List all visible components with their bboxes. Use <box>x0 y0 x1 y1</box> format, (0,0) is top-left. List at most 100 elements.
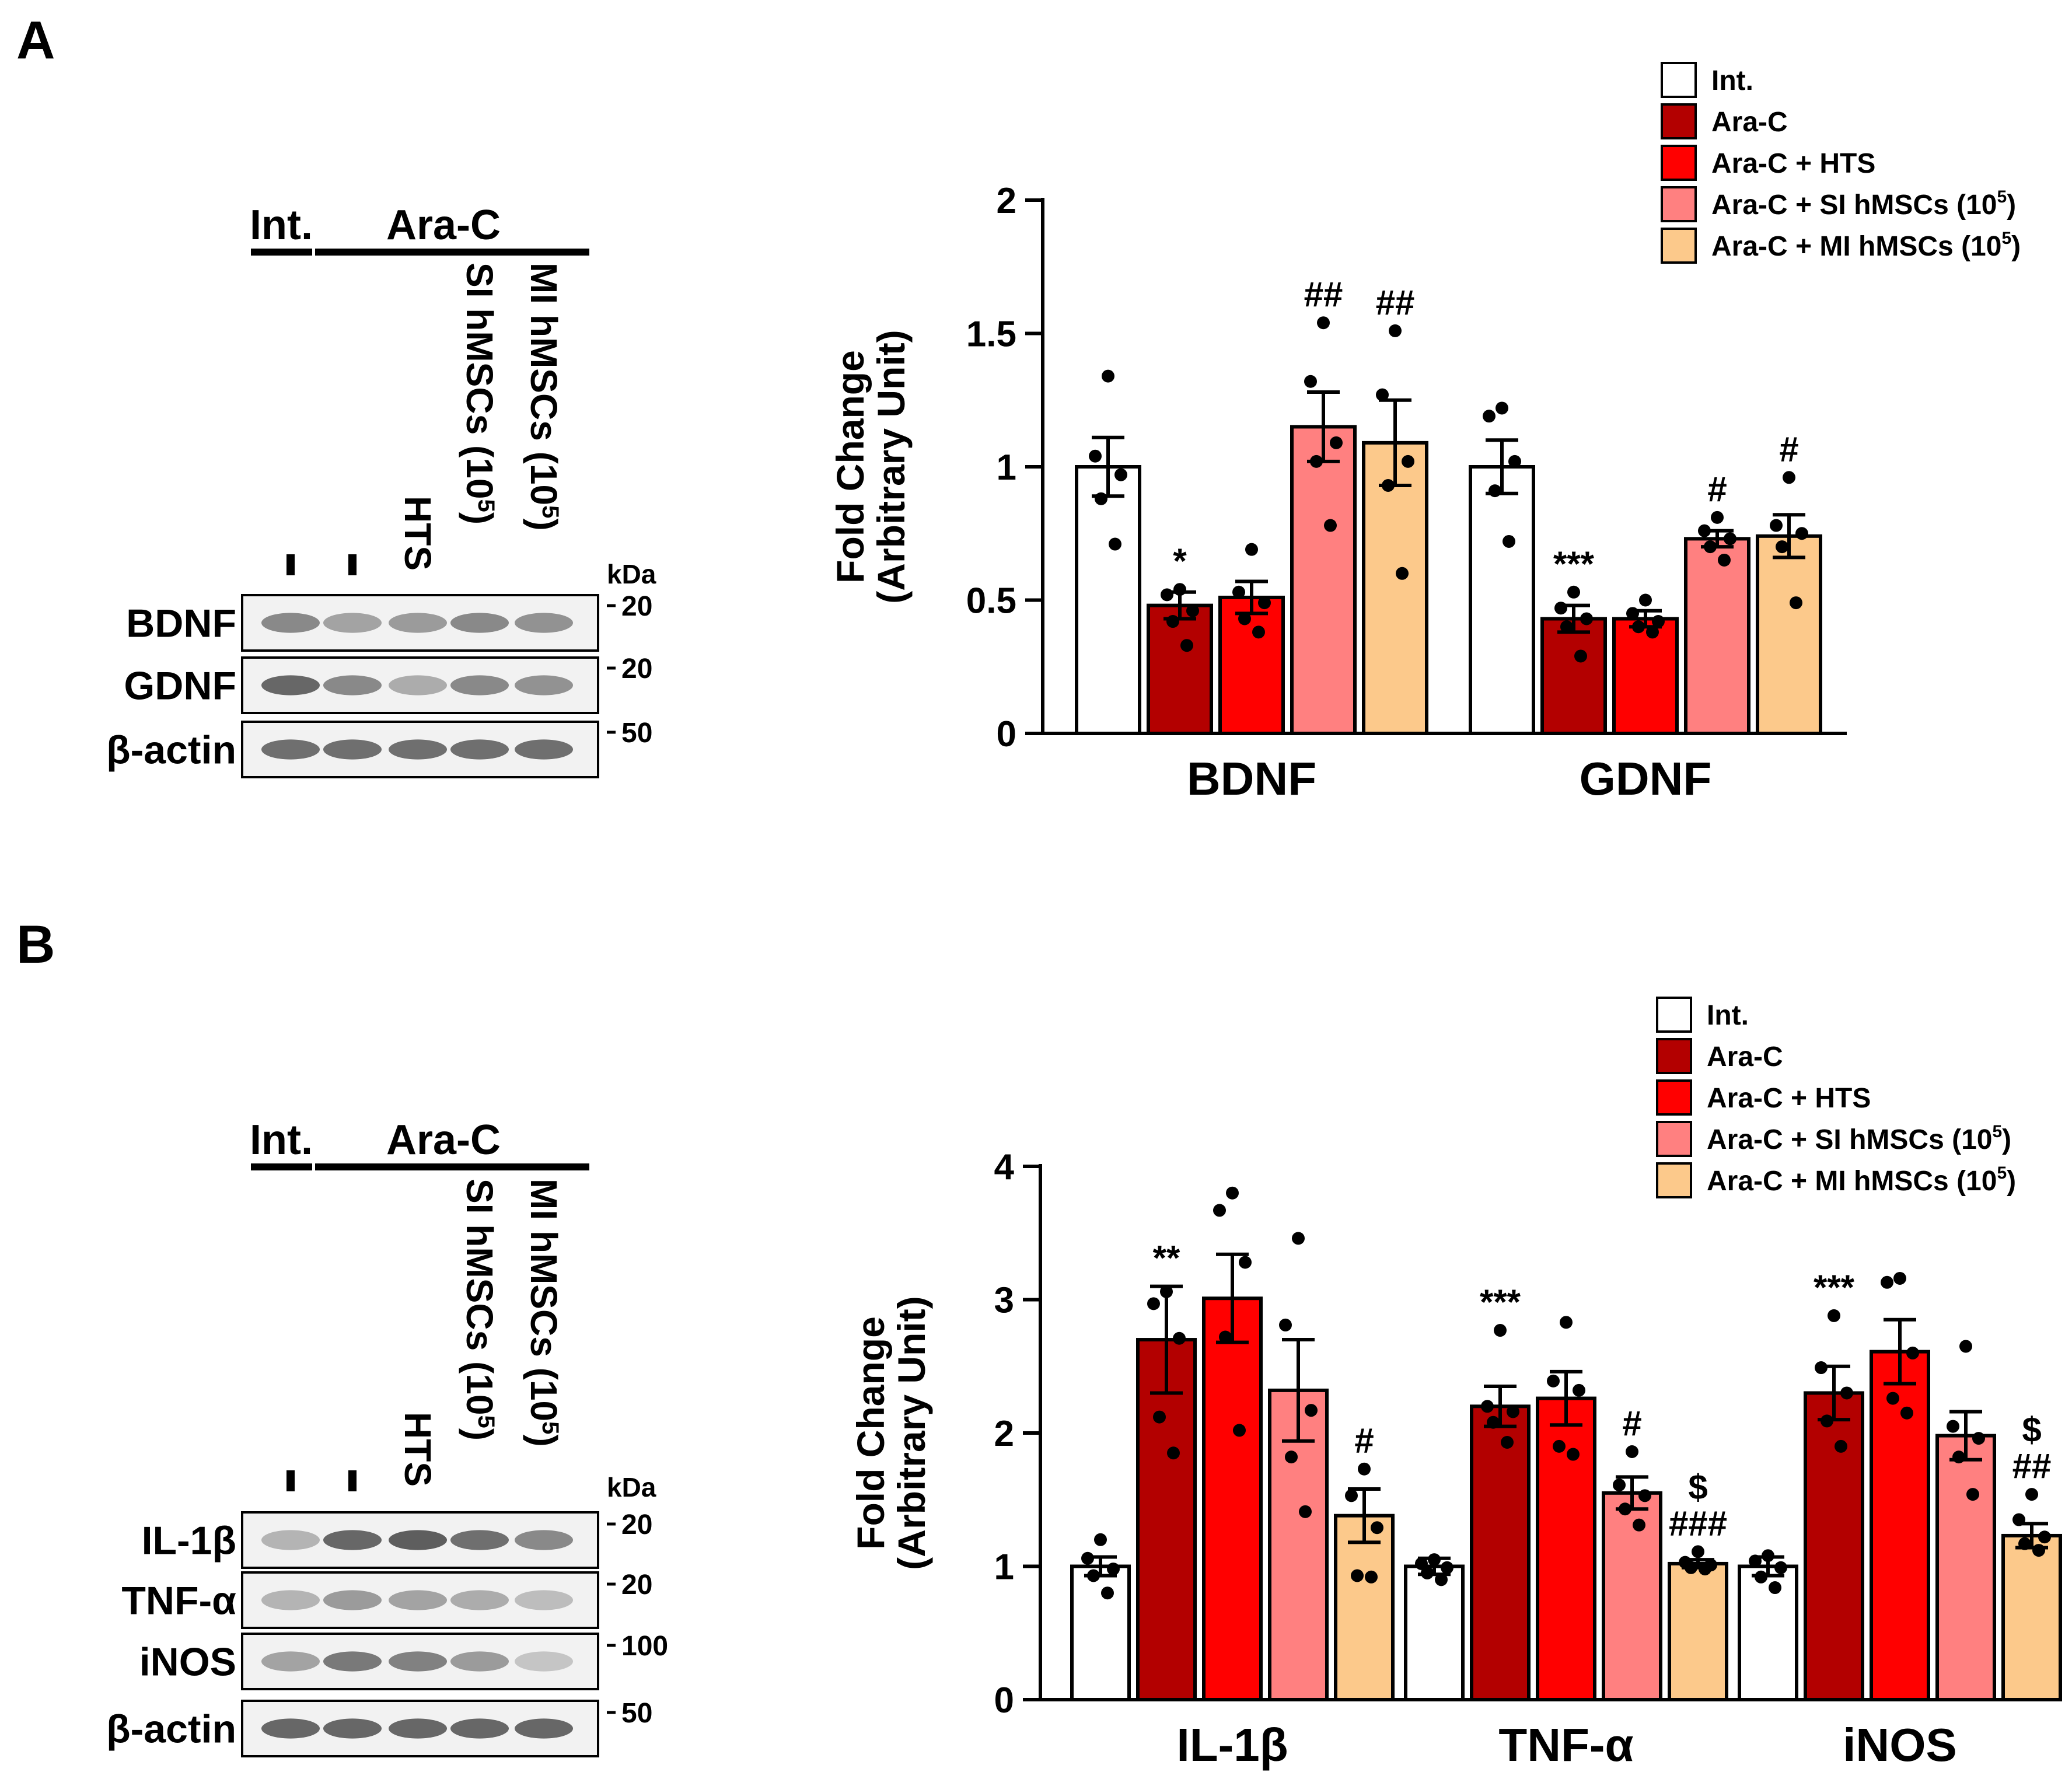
data-point <box>1626 1445 1638 1458</box>
data-point <box>1698 524 1711 537</box>
data-point <box>1330 436 1343 449</box>
blot-header-int: Int. <box>250 1117 313 1163</box>
legend-label-main: Ara-C + HTS <box>1711 148 1875 179</box>
data-point <box>1173 583 1186 596</box>
significance-annotation: # <box>1707 470 1727 509</box>
data-point <box>1161 588 1173 602</box>
lane-label-main: MI hMSCs (10 <box>523 263 565 505</box>
legend-label-main: Ara-C + HTS <box>1707 1083 1871 1114</box>
data-point <box>1219 1330 1232 1344</box>
y-tick-label: 0 <box>997 714 1016 754</box>
legend-label-suffix: ) <box>2007 1166 2016 1197</box>
blot-band <box>450 1590 509 1610</box>
blot-band <box>515 739 573 760</box>
bar <box>1540 617 1607 735</box>
y-tick-label: 0.5 <box>966 581 1016 621</box>
data-point <box>1081 1551 1094 1565</box>
blot-header-int: Int. <box>250 202 313 249</box>
lane-label-superscript: 5 <box>473 1415 499 1428</box>
data-point <box>1238 612 1251 625</box>
data-point <box>1776 540 1788 554</box>
data-point <box>1089 449 1102 463</box>
bar <box>1070 1564 1131 1701</box>
data-point <box>1632 620 1645 634</box>
data-point <box>1299 1505 1312 1518</box>
data-point <box>1180 639 1193 652</box>
blot-band <box>389 739 447 760</box>
data-point <box>1783 471 1795 484</box>
data-point <box>1749 1554 1762 1568</box>
blot-band <box>389 613 447 633</box>
data-point <box>1828 1309 1840 1322</box>
y-tick-label: 1 <box>994 1547 1014 1588</box>
data-point <box>1886 1392 1899 1405</box>
lane-label-suffix: ) <box>459 512 501 525</box>
panel-a-label: A <box>16 11 55 70</box>
significance-annotation: # <box>1354 1421 1374 1460</box>
data-point <box>1952 1451 1965 1464</box>
data-point <box>1503 534 1515 548</box>
data-point <box>1109 537 1121 551</box>
blot-band <box>389 1718 447 1739</box>
legend-label-superscript: 5 <box>1997 187 2007 207</box>
bar <box>1536 1396 1596 1702</box>
data-point <box>1102 369 1114 383</box>
bar <box>1612 617 1679 735</box>
blot-band <box>515 1651 573 1672</box>
lane-label: MI hMSCs (105) <box>523 263 565 531</box>
lane-label-suffix: ) <box>523 1434 565 1446</box>
legend-label: Ara-C <box>1711 107 1788 138</box>
blot-band <box>389 1590 447 1610</box>
data-point <box>1494 1324 1507 1337</box>
data-point <box>1580 612 1593 625</box>
data-point <box>1881 1275 1893 1289</box>
data-point <box>1487 1415 1500 1429</box>
blot-band <box>450 1530 509 1550</box>
data-point <box>1769 1581 1781 1595</box>
y-tick-label: 1.5 <box>966 314 1016 355</box>
data-point <box>1239 1256 1252 1269</box>
legend-swatch <box>1656 1038 1692 1074</box>
data-point <box>1232 585 1245 599</box>
bar <box>1469 465 1535 735</box>
data-point <box>1573 1383 1585 1397</box>
y-tick-label: 3 <box>994 1281 1014 1321</box>
data-point <box>1285 1451 1298 1464</box>
legend-label-suffix: ) <box>2002 1124 2011 1155</box>
data-point <box>1774 1561 1787 1574</box>
significance-annotation: *** <box>1814 1268 1855 1307</box>
data-point <box>1114 468 1127 481</box>
data-point <box>1652 615 1665 628</box>
blot-band <box>261 1530 320 1550</box>
blot-row-label: iNOS <box>139 1640 236 1684</box>
blot-band <box>261 1718 320 1739</box>
legend-swatch <box>1656 1121 1692 1157</box>
y-axis-label-units: (Arbitrary Unit) <box>869 330 913 603</box>
data-point <box>1324 519 1337 532</box>
data-point <box>1966 1488 1979 1501</box>
bar <box>1684 537 1750 735</box>
blot-band <box>323 1651 382 1672</box>
lane-label-main: HTS <box>397 496 439 571</box>
significance-annotation: ** <box>1153 1239 1180 1278</box>
data-point <box>1351 1569 1364 1582</box>
lane-label-suffix: ) <box>523 518 565 530</box>
blot-band <box>450 675 509 695</box>
data-point <box>1376 388 1389 401</box>
y-tick-label: 0 <box>994 1680 1014 1721</box>
blot-band <box>389 675 447 695</box>
data-point <box>1646 625 1659 639</box>
panel-b-label: B <box>16 915 55 974</box>
data-point <box>1107 1563 1120 1576</box>
data-point <box>1790 596 1802 610</box>
legend-label-superscript: 5 <box>1992 1122 2002 1141</box>
data-point <box>1547 1374 1560 1387</box>
data-point <box>1252 625 1265 639</box>
x-category-label: TNF-α <box>1498 1719 1633 1771</box>
kda-label: kDa <box>607 1472 656 1502</box>
data-point <box>1900 1406 1913 1420</box>
marker-label: 100 <box>621 1631 668 1662</box>
lane-label-dash <box>286 554 295 575</box>
